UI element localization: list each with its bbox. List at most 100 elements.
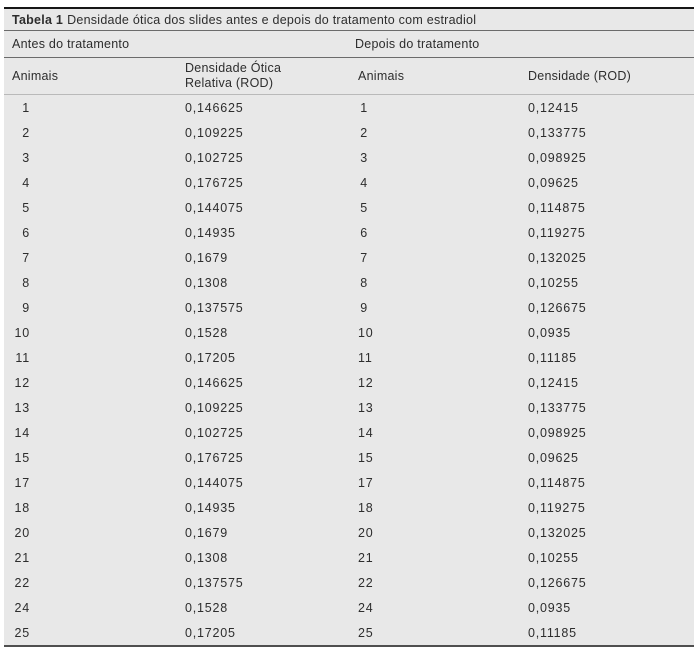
table-row: 22 0,137575 22 0,126675: [4, 570, 694, 595]
rod-after-cell: 0,11185: [528, 350, 577, 365]
table-row: 14 0,102725 14 0,098925: [4, 420, 694, 445]
animal-id-before-cell: 1: [22, 100, 30, 115]
animal-id-after-cell: 17: [358, 475, 374, 490]
rod-before-cell: 0,137575: [185, 300, 244, 315]
animal-id-after-cell: 15: [358, 450, 374, 465]
animal-id-before-cell: 2: [22, 125, 30, 140]
rod-before-cell: 0,17205: [185, 350, 236, 365]
table-body: 1 0,146625 1 0,12415 2 0,109225 2 0,1337…: [4, 95, 694, 645]
table-row: 15 0,176725 15 0,09625: [4, 445, 694, 470]
rod-before-cell: 0,109225: [185, 400, 244, 415]
animal-id-before-cell: 20: [14, 525, 30, 540]
table-row: 1 0,146625 1 0,12415: [4, 95, 694, 120]
table-caption: Tabela 1 Densidade ótica dos slides ante…: [4, 9, 694, 31]
animal-id-after-cell: 3: [360, 150, 368, 165]
rod-before-cell: 0,176725: [185, 175, 244, 190]
rod-after-cell: 0,133775: [528, 125, 587, 140]
table-row: 21 0,1308 21 0,10255: [4, 545, 694, 570]
rod-after-cell: 0,09625: [528, 450, 579, 465]
table-row: 5 0,144075 5 0,114875: [4, 195, 694, 220]
rod-after-cell: 0,132025: [528, 250, 587, 265]
animal-id-after-cell: 1: [360, 100, 368, 115]
table-row: 18 0,14935 18 0,119275: [4, 495, 694, 520]
rod-before-cell: 0,1679: [185, 250, 229, 265]
animal-id-after-cell: 20: [358, 525, 374, 540]
table-row: 20 0,1679 20 0,132025: [4, 520, 694, 545]
table-row: 12 0,146625 12 0,12415: [4, 370, 694, 395]
table-row: 7 0,1679 7 0,132025: [4, 245, 694, 270]
animal-id-after-cell: 10: [358, 325, 374, 340]
col-header-density-after: Densidade (ROD): [528, 68, 632, 83]
animal-id-after-cell: 14: [358, 425, 374, 440]
animal-id-after-cell: 6: [360, 225, 368, 240]
animal-id-before-cell: 3: [22, 150, 30, 165]
col-header-animais-before: Animais: [12, 68, 59, 83]
table-row: 25 0,17205 25 0,11185: [4, 620, 694, 645]
rod-after-cell: 0,098925: [528, 150, 587, 165]
animal-id-after-cell: 24: [358, 600, 374, 615]
rod-before-cell: 0,14935: [185, 500, 236, 515]
results-table: Tabela 1 Densidade ótica dos slides ante…: [4, 7, 694, 647]
rod-after-cell: 0,11185: [528, 625, 577, 640]
rod-before-cell: 0,1528: [185, 600, 229, 615]
rod-after-cell: 0,126675: [528, 300, 587, 315]
animal-id-after-cell: 25: [358, 625, 374, 640]
col-header-density-before-line1: Densidade Ótica: [185, 61, 282, 75]
rod-before-cell: 0,1308: [185, 550, 229, 565]
col-header-density-before-line2: Relativa (ROD): [185, 76, 274, 90]
rod-after-cell: 0,126675: [528, 575, 587, 590]
animal-id-before-cell: 24: [14, 600, 30, 615]
rod-before-cell: 0,176725: [185, 450, 244, 465]
rod-after-cell: 0,133775: [528, 400, 587, 415]
rod-before-cell: 0,1308: [185, 275, 229, 290]
rod-before-cell: 0,109225: [185, 125, 244, 140]
rod-before-cell: 0,14935: [185, 225, 236, 240]
table-row: 11 0,17205 11 0,11185: [4, 345, 694, 370]
rod-after-cell: 0,0935: [528, 325, 572, 340]
animal-id-after-cell: 7: [360, 250, 368, 265]
table-row: 8 0,1308 8 0,10255: [4, 270, 694, 295]
animal-id-before-cell: 9: [22, 300, 30, 315]
table-row: 24 0,1528 24 0,0935: [4, 595, 694, 620]
group-header-before: Antes do tratamento: [12, 37, 130, 51]
table-caption-text: Densidade ótica dos slides antes e depoi…: [67, 12, 477, 27]
table-row: 6 0,14935 6 0,119275: [4, 220, 694, 245]
animal-id-after-cell: 21: [358, 550, 374, 565]
animal-id-before-cell: 4: [22, 175, 30, 190]
animal-id-after-cell: 18: [358, 500, 374, 515]
rod-after-cell: 0,119275: [528, 500, 586, 515]
rod-after-cell: 0,098925: [528, 425, 587, 440]
rod-before-cell: 0,144075: [185, 475, 244, 490]
rod-after-cell: 0,10255: [528, 275, 579, 290]
rod-after-cell: 0,114875: [528, 200, 586, 215]
rod-after-cell: 0,119275: [528, 225, 586, 240]
table-row: 4 0,176725 4 0,09625: [4, 170, 694, 195]
rod-before-cell: 0,17205: [185, 625, 236, 640]
animal-id-after-cell: 12: [358, 375, 374, 390]
rod-before-cell: 0,102725: [185, 425, 244, 440]
animal-id-before-cell: 12: [14, 375, 30, 390]
animal-id-after-cell: 13: [358, 400, 374, 415]
animal-id-before-cell: 13: [14, 400, 30, 415]
animal-id-after-cell: 22: [358, 575, 374, 590]
rod-after-cell: 0,12415: [528, 100, 579, 115]
animal-id-after-cell: 11: [358, 350, 373, 365]
animal-id-after-cell: 4: [360, 175, 368, 190]
group-header-after: Depois do tratamento: [355, 37, 480, 51]
group-header-row: Antes do tratamento Depois do tratamento: [4, 31, 694, 58]
animal-id-after-cell: 8: [360, 275, 368, 290]
rod-before-cell: 0,137575: [185, 575, 244, 590]
rod-before-cell: 0,146625: [185, 100, 244, 115]
animal-id-before-cell: 10: [14, 325, 30, 340]
animal-id-before-cell: 22: [14, 575, 30, 590]
table-row: 9 0,137575 9 0,126675: [4, 295, 694, 320]
animal-id-before-cell: 11: [15, 350, 30, 365]
table-row: 2 0,109225 2 0,133775: [4, 120, 694, 145]
rod-after-cell: 0,114875: [528, 475, 586, 490]
col-header-density-before: Densidade Ótica Relativa (ROD): [185, 61, 358, 91]
table-caption-label: Tabela 1: [12, 12, 64, 27]
animal-id-before-cell: 15: [14, 450, 30, 465]
animal-id-before-cell: 25: [14, 625, 30, 640]
animal-id-after-cell: 9: [360, 300, 368, 315]
rod-before-cell: 0,102725: [185, 150, 244, 165]
